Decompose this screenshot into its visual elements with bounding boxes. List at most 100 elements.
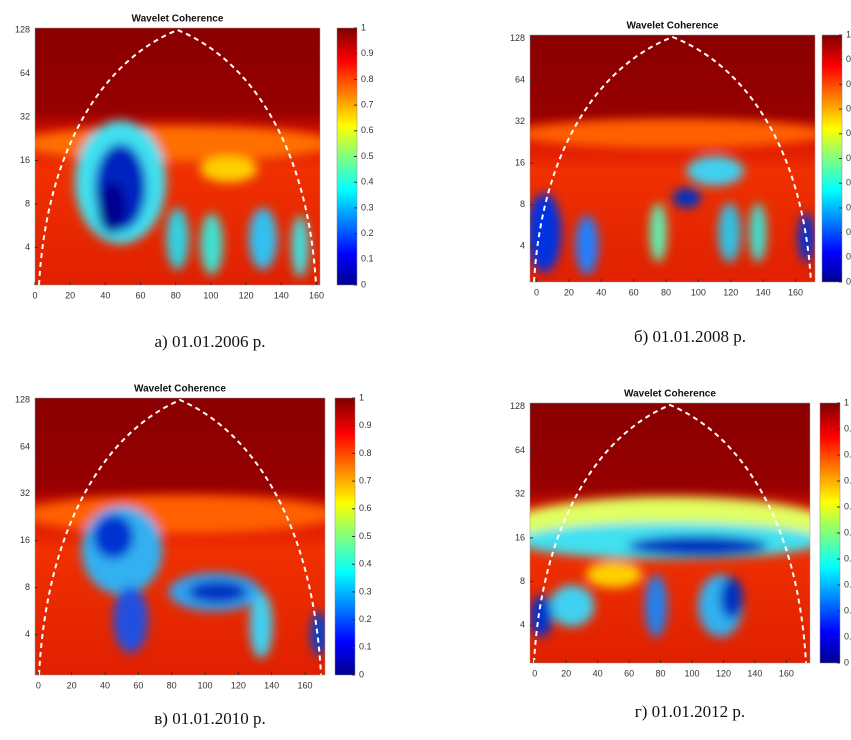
y-tick-label: 128 (510, 401, 525, 411)
cone-of-influence (38, 398, 322, 675)
colorbar-tick-label: 1 (844, 397, 849, 407)
coherence-region (749, 202, 767, 263)
caption: в) 01.01.2010 р. (154, 709, 265, 728)
heatmap (35, 28, 320, 285)
coherence-region (586, 561, 642, 588)
y-tick-label: 8 (520, 576, 525, 586)
y-tick-label: 16 (20, 155, 30, 165)
x-tick-label: 140 (274, 290, 289, 300)
coherence-region (35, 125, 320, 162)
x-tick-label: 100 (197, 680, 212, 690)
chart-title: Wavelet Coherence (134, 384, 226, 395)
x-tick-label: 160 (309, 290, 324, 300)
colorbar-tick-label: 0.4 (844, 553, 851, 563)
colorbar-tick-label: 0.8 (361, 74, 374, 84)
x-tick-label: 60 (629, 287, 639, 297)
colorbar-tick-label: 0.7 (361, 99, 374, 109)
y-tick-label: 32 (20, 488, 30, 498)
colorbar-tick-label: 0.7 (359, 475, 372, 485)
colorbar-tick-label: 0 (359, 669, 364, 679)
colorbar-tick-label: 1 (359, 392, 364, 402)
colorbar-tick-label: 0.9 (359, 420, 372, 430)
colorbar-tick-label: 0.5 (846, 153, 851, 163)
coherence-region (575, 215, 599, 275)
coherence-region (97, 182, 127, 234)
coherence-region (530, 118, 815, 149)
colorbar-tick-label: 0.9 (361, 48, 374, 58)
x-tick-label: 20 (561, 668, 571, 678)
chart-title: Wavelet Coherence (627, 21, 719, 32)
heatmap-bg (530, 35, 815, 282)
colorbar-tick-label: 1 (361, 22, 366, 32)
chart-title: Wavelet Coherence (132, 14, 224, 25)
y-tick-label: 64 (20, 68, 30, 78)
coherence-region (113, 586, 149, 653)
coherence-region (644, 574, 668, 637)
heatmap (530, 403, 810, 663)
colorbar-tick-label: 0.6 (844, 501, 851, 511)
x-tick-label: 140 (264, 680, 279, 690)
y-tick-label: 64 (515, 445, 525, 455)
y-tick-label: 4 (520, 620, 525, 630)
plot-frame (529, 402, 811, 664)
caption: а) 01.01.2006 р. (155, 332, 266, 351)
coherence-region (248, 207, 278, 270)
x-tick-label: 0 (534, 287, 539, 297)
x-tick-label: 40 (100, 290, 110, 300)
x-tick-label: 80 (167, 680, 177, 690)
x-tick-label: 100 (203, 290, 218, 300)
x-tick-label: 0 (532, 668, 537, 678)
x-tick-label: 80 (171, 290, 181, 300)
colorbar-tick-label: 0.2 (846, 227, 851, 237)
y-tick-label: 32 (515, 116, 525, 126)
coherence-region (720, 577, 743, 619)
plot-frame (34, 397, 326, 676)
colorbar-tick-label: 0.7 (846, 103, 851, 113)
x-tick-label: 140 (756, 287, 771, 297)
colorbar-tick-label: 0.9 (844, 423, 851, 433)
cone-of-influence (38, 28, 317, 285)
colorbar-tick-label: 0.2 (844, 605, 851, 615)
blobs (35, 494, 325, 659)
colorbar-tick-label: 0.1 (359, 642, 372, 652)
y-tick-label: 4 (25, 242, 30, 252)
colorbar-tick-label: 0.4 (361, 177, 374, 187)
x-tick-label: 40 (596, 287, 606, 297)
coherence-region (718, 202, 741, 263)
y-tick-label: 128 (15, 24, 30, 34)
y-tick-label: 128 (510, 33, 525, 43)
colorbar-tick-label: 0.2 (359, 614, 372, 624)
colorbar-tick-label: 0.6 (361, 125, 374, 135)
x-tick-label: 60 (136, 290, 146, 300)
coherence-region (291, 215, 309, 278)
colorbar-tick-label: 0 (844, 657, 849, 667)
caption: г) 01.01.2012 р. (635, 702, 745, 721)
y-tick-label: 32 (515, 489, 525, 499)
x-tick-label: 40 (593, 668, 603, 678)
colorbar-tick-label: 0.4 (359, 559, 372, 569)
caption: б) 01.01.2008 р. (634, 327, 746, 346)
y-tick-label: 4 (520, 241, 525, 251)
colorbar-tick-label: 0.3 (846, 202, 851, 212)
x-tick-label: 0 (36, 680, 41, 690)
colorbar-tick-label: 0.4 (846, 178, 851, 188)
x-tick-label: 120 (231, 680, 246, 690)
y-tick-label: 8 (25, 582, 30, 592)
colorbar-tick-label: 0.6 (846, 128, 851, 138)
plot-frame (529, 34, 816, 283)
coherence-region (249, 591, 273, 659)
y-tick-label: 8 (520, 199, 525, 209)
colorbar-tick-label: 0.8 (359, 448, 372, 458)
y-tick-label: 32 (20, 111, 30, 121)
y-tick-label: 16 (515, 158, 525, 168)
x-tick-label: 160 (297, 680, 312, 690)
coherence-region (628, 535, 768, 557)
y-tick-label: 16 (20, 535, 30, 545)
coherence-region (530, 595, 553, 637)
x-tick-label: 20 (65, 290, 75, 300)
colorbar-tick-label: 0.1 (361, 254, 374, 264)
x-tick-label: 20 (67, 680, 77, 690)
